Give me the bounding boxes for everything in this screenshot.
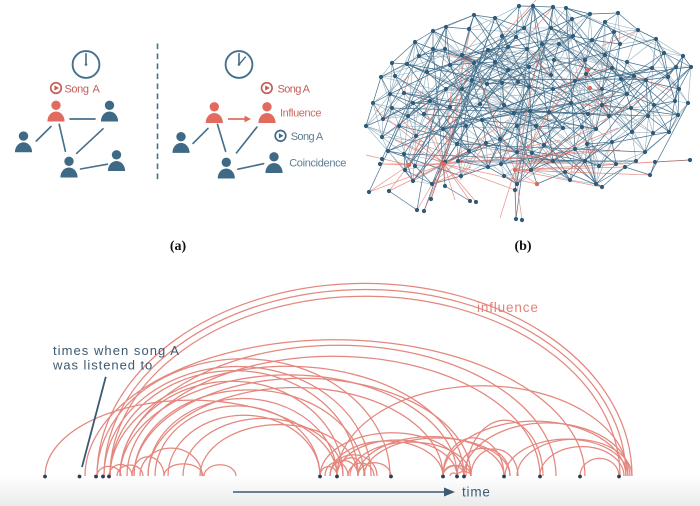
svg-text:times when song A: times when song A xyxy=(53,343,180,358)
svg-text:Coincidence: Coincidence xyxy=(289,157,346,169)
svg-text:Song A: Song A xyxy=(291,131,324,143)
svg-text:(a): (a) xyxy=(170,239,187,254)
svg-text:time: time xyxy=(462,485,491,500)
svg-text:(b): (b) xyxy=(514,239,531,254)
svg-text:A: A xyxy=(93,83,101,95)
svg-text:influence: influence xyxy=(477,300,539,315)
svg-text:Song A: Song A xyxy=(278,83,311,95)
svg-text:was listened to: was listened to xyxy=(52,358,153,373)
svg-text:Influence: Influence xyxy=(280,108,321,120)
svg-text:Song: Song xyxy=(65,83,89,95)
